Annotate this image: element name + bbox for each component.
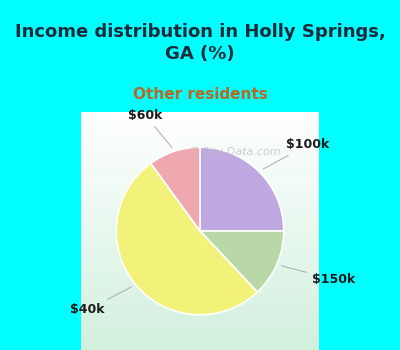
Bar (81, 267, 319, 270)
Bar (81, 166, 319, 168)
Bar (81, 139, 319, 142)
Text: $100k: $100k (263, 138, 330, 169)
Bar (81, 308, 319, 312)
Bar (81, 273, 319, 276)
Bar (81, 154, 319, 156)
Bar (81, 118, 319, 121)
Bar (81, 270, 319, 273)
Bar (81, 210, 319, 213)
Bar (81, 279, 319, 281)
Text: $40k: $40k (70, 287, 132, 316)
Text: ⓘ City-Data.com: ⓘ City-Data.com (191, 147, 280, 158)
Bar (81, 207, 319, 210)
Bar (81, 281, 319, 285)
Bar (81, 177, 319, 181)
Wedge shape (151, 147, 200, 231)
Bar (81, 326, 319, 329)
Bar (81, 115, 319, 118)
Bar (81, 255, 319, 258)
Bar (81, 296, 319, 299)
Bar (81, 145, 319, 148)
Bar (81, 124, 319, 127)
Bar (81, 204, 319, 207)
Text: $150k: $150k (281, 266, 355, 286)
Text: Income distribution in Holly Springs,
GA (%): Income distribution in Holly Springs, GA… (15, 23, 385, 63)
Text: $60k: $60k (128, 108, 172, 147)
Bar (81, 264, 319, 267)
Bar (81, 213, 319, 216)
Bar (81, 293, 319, 296)
Bar (81, 347, 319, 350)
Bar (81, 228, 319, 231)
Bar (81, 276, 319, 279)
Bar (81, 162, 319, 166)
Bar (81, 302, 319, 305)
Bar (81, 201, 319, 204)
Bar (81, 312, 319, 314)
Bar (81, 183, 319, 186)
Bar (81, 174, 319, 177)
Bar (81, 172, 319, 174)
Bar (81, 314, 319, 317)
Bar (81, 231, 319, 234)
Bar (81, 189, 319, 193)
Bar (81, 290, 319, 293)
Bar (81, 323, 319, 326)
Text: Other residents: Other residents (133, 87, 267, 101)
Bar (81, 216, 319, 219)
Bar (81, 142, 319, 145)
Wedge shape (200, 231, 284, 292)
Bar (81, 246, 319, 249)
Bar (81, 329, 319, 332)
Bar (81, 305, 319, 308)
Bar (81, 252, 319, 255)
Bar (81, 332, 319, 335)
Bar (81, 193, 319, 195)
Bar (81, 285, 319, 288)
Bar (81, 121, 319, 124)
Bar (81, 234, 319, 237)
Bar (81, 243, 319, 246)
Bar (81, 341, 319, 344)
Bar (81, 299, 319, 302)
Wedge shape (200, 147, 284, 231)
Bar (81, 249, 319, 252)
Bar (81, 317, 319, 320)
Bar (81, 338, 319, 341)
Bar (81, 258, 319, 261)
Bar (81, 150, 319, 154)
Bar (81, 219, 319, 222)
Bar (81, 335, 319, 338)
Bar (81, 261, 319, 264)
Bar (81, 288, 319, 290)
Bar (81, 130, 319, 133)
Bar (81, 160, 319, 162)
Bar (81, 112, 319, 115)
Bar (81, 156, 319, 160)
Bar (81, 195, 319, 198)
Bar (81, 237, 319, 240)
Bar (81, 181, 319, 183)
Bar (81, 198, 319, 201)
Bar (81, 186, 319, 189)
Bar (81, 344, 319, 347)
Bar (81, 133, 319, 136)
Bar (81, 127, 319, 130)
Bar (81, 136, 319, 139)
Bar (81, 240, 319, 243)
Bar (81, 225, 319, 228)
Bar (81, 168, 319, 172)
Bar (81, 222, 319, 225)
Bar (81, 320, 319, 323)
Bar (81, 148, 319, 150)
Wedge shape (116, 163, 257, 315)
